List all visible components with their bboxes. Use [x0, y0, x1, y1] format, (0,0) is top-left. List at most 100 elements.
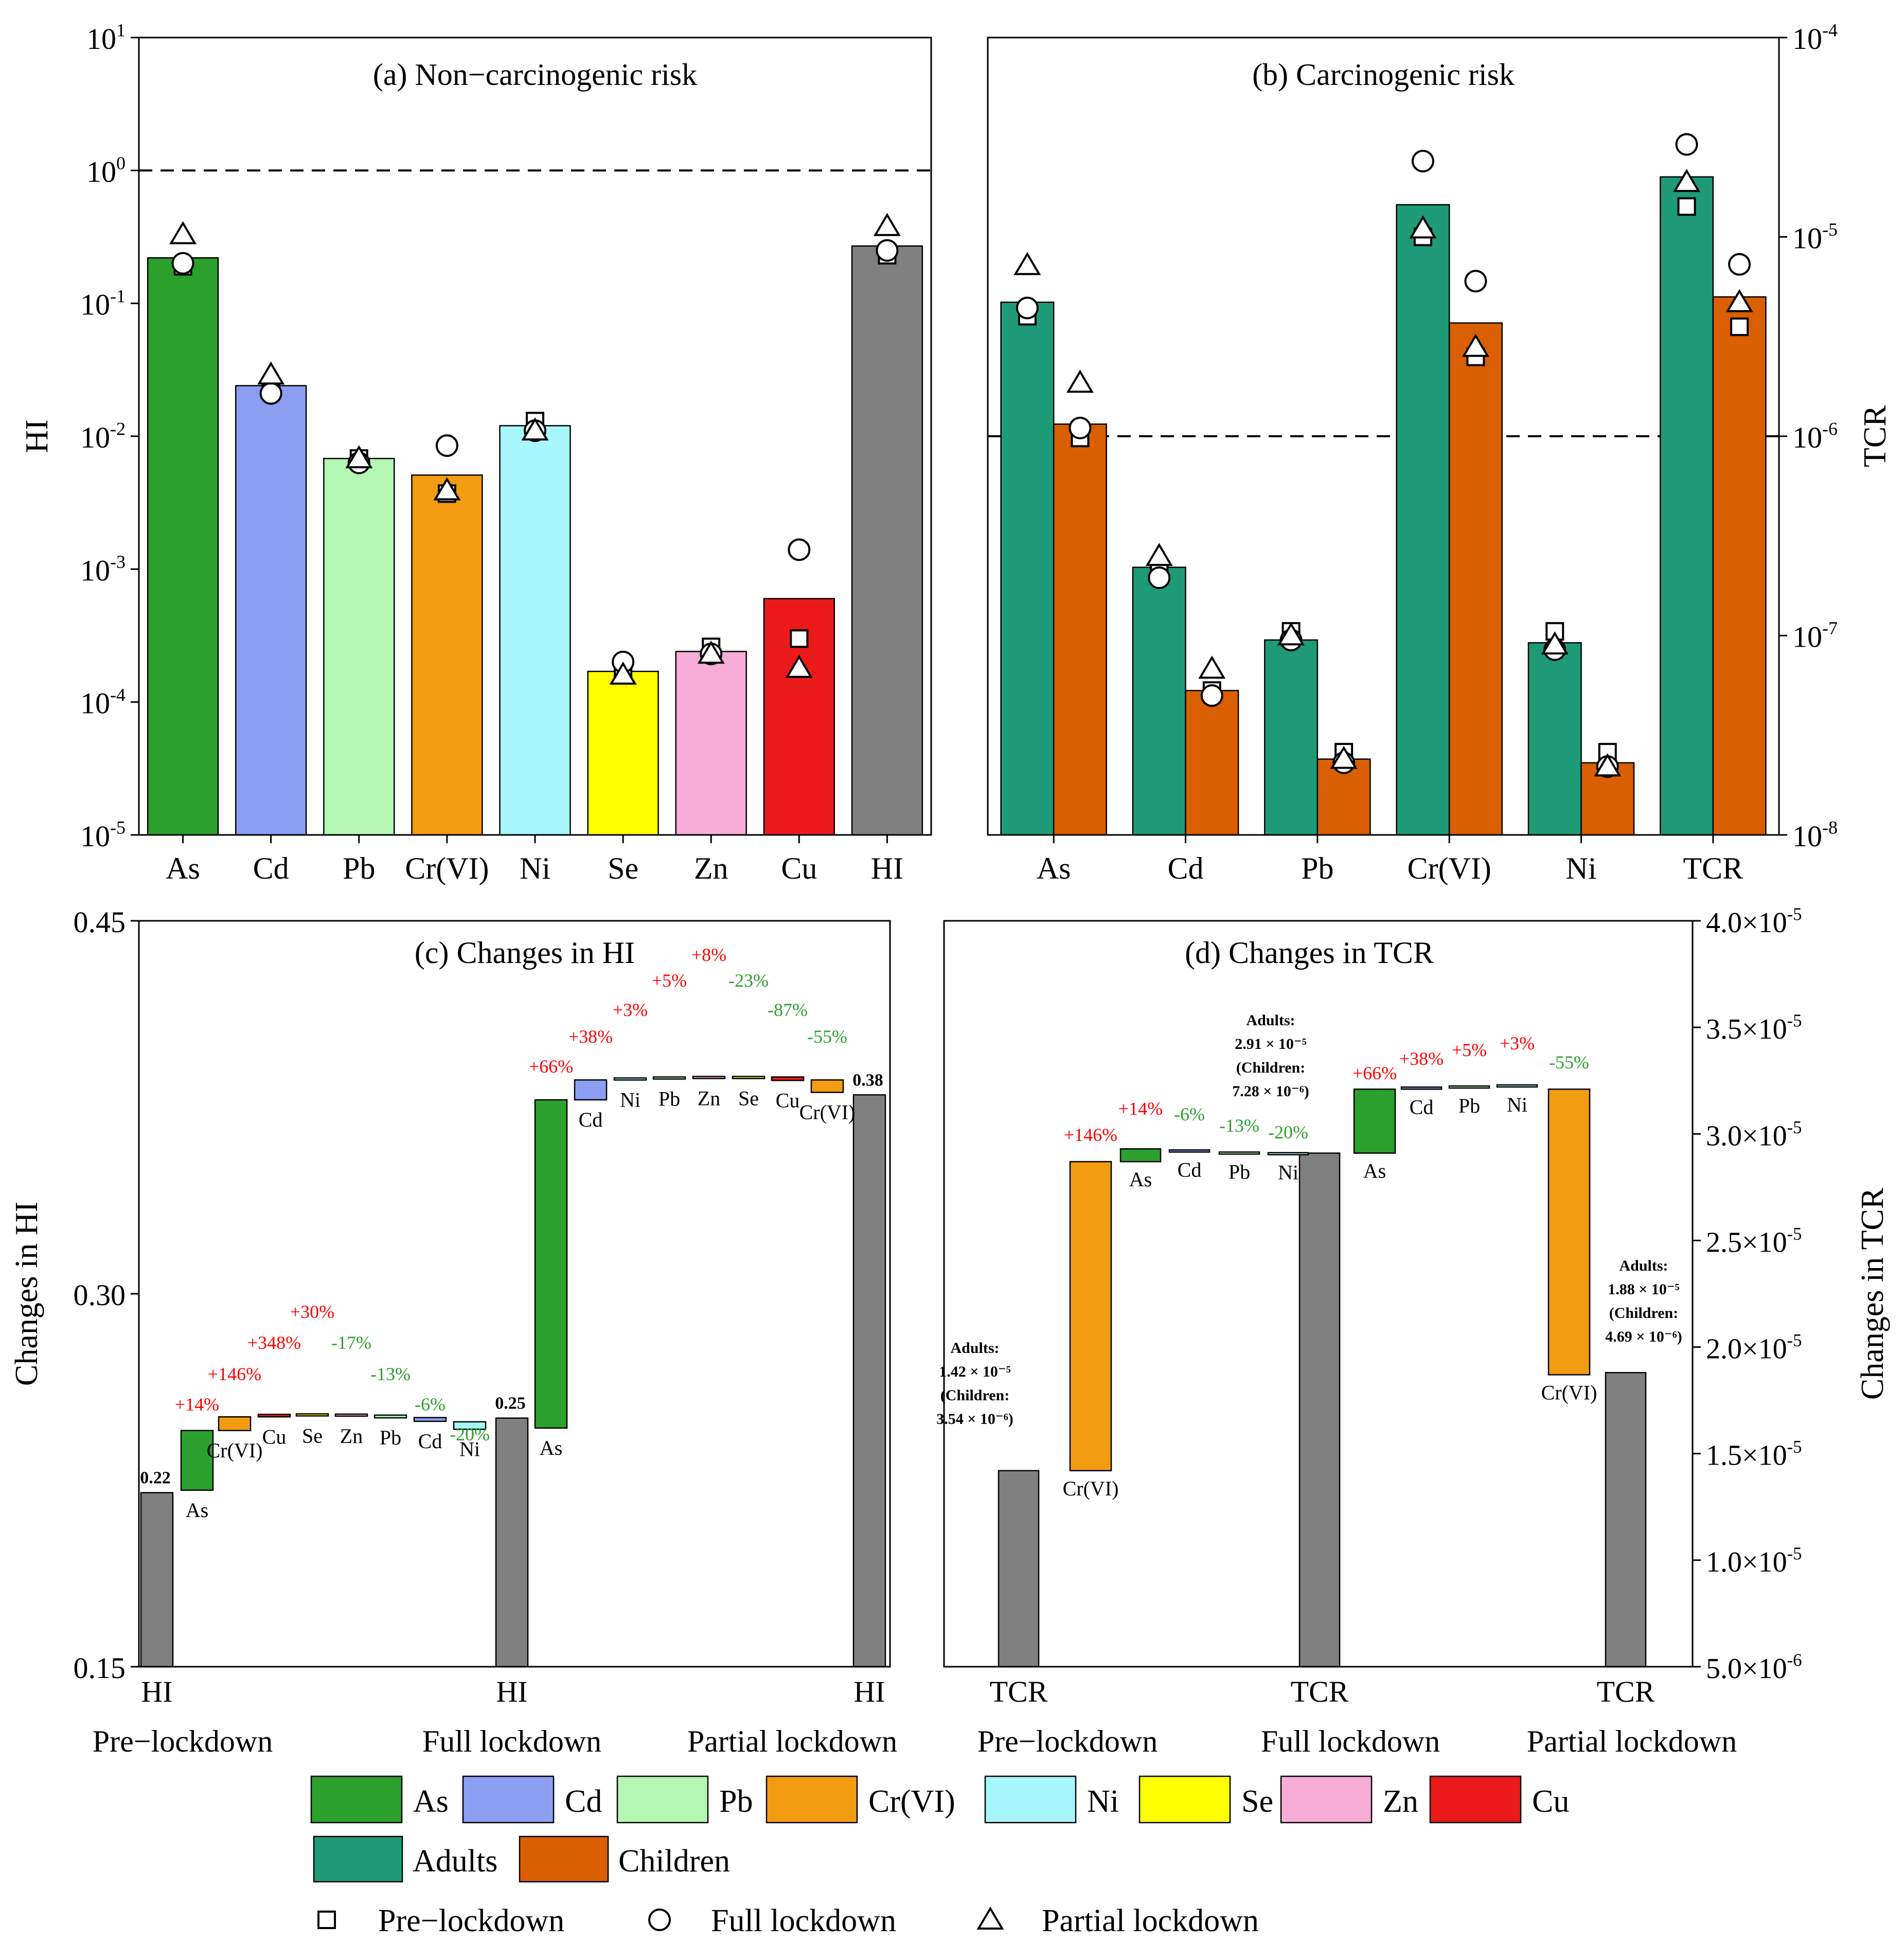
x-tick-label-Ni: Ni — [520, 851, 550, 885]
x-tick-label-hi: HI — [141, 1675, 172, 1708]
total-note-line: 3.54 × 10⁻⁶) — [936, 1411, 1013, 1428]
legend-label-period: Partial lockdown — [1042, 1903, 1259, 1938]
step-label-Zn: Zn — [340, 1424, 363, 1448]
step-Cd-2 — [574, 1079, 608, 1101]
y-tick-label-exponent: -5 — [1787, 1117, 1802, 1137]
legend-label-Adults: Adults — [413, 1844, 497, 1879]
y-tick-label-exponent: -8 — [1822, 817, 1838, 838]
marker-Children-partial-lockdown-As — [1066, 369, 1094, 393]
bar-total-tcr-1 — [998, 1470, 1040, 1668]
step-label-Cu: Cu — [262, 1425, 287, 1448]
total-note-line: (Children: — [940, 1387, 1009, 1404]
bar-Children-TCR — [1712, 296, 1767, 836]
step-Pb-2 — [652, 1076, 686, 1080]
step-percent-Pb: +5% — [1452, 1040, 1487, 1060]
step-As-1 — [1119, 1148, 1162, 1163]
marker-partial-lockdown-Pb — [345, 445, 373, 469]
step-label-Cu: Cu — [776, 1089, 800, 1112]
y-tick-label: 100 — [86, 153, 126, 188]
y-tick-label: 0.15 — [74, 1651, 126, 1685]
panel-c-title: (c) Changes in HI — [415, 936, 635, 970]
y-tick-label: 10-2 — [80, 419, 126, 454]
total-note-line: 2.91 × 10⁻⁵ — [1235, 1036, 1306, 1053]
y-tick-label-base: 1.0×10 — [1706, 1546, 1787, 1578]
marker-partial-lockdown-Ni — [521, 417, 549, 441]
marker-full-lockdown-HI — [876, 239, 899, 262]
marker-Children-full-lockdown-TCR — [1728, 253, 1751, 276]
bar-HI — [851, 245, 923, 836]
bar-total-hi-1 — [140, 1492, 174, 1668]
step-percent-Cr(VI): -55% — [1549, 1052, 1589, 1073]
step-percent-Zn: -17% — [331, 1332, 371, 1353]
legend-swatch-Se — [1138, 1775, 1231, 1824]
step-label-As: As — [540, 1436, 562, 1459]
y-tick-label-exponent: -5 — [1787, 1011, 1802, 1031]
step-Cd-1 — [1168, 1149, 1211, 1153]
step-percent-Pb: -13% — [370, 1364, 411, 1384]
marker-Adults-full-lockdown-TCR — [1675, 133, 1698, 156]
step-label-Cr(VI): Cr(VI) — [207, 1439, 263, 1462]
y-tick-label-base: 10 — [1792, 620, 1822, 654]
bar-Children-As — [1053, 423, 1107, 836]
y-tick-label: 10-6 — [1792, 419, 1838, 454]
y-axis-label: Changes in TCR — [1855, 1187, 1890, 1400]
step-percent-Cd: +38% — [1399, 1048, 1444, 1069]
y-tick-label: 10-7 — [1792, 618, 1838, 653]
y-tick-label: 4.0×10-5 — [1706, 904, 1802, 939]
y-tick-label-base: 10 — [86, 22, 116, 56]
total-note-line: 7.28 × 10⁻⁶) — [1232, 1083, 1309, 1100]
step-label-Ni: Ni — [1278, 1161, 1298, 1184]
step-percent-Cr(VI): -55% — [807, 1026, 847, 1047]
total-value-label: 0.38 — [852, 1071, 883, 1090]
bar-Adults-Pb — [1264, 639, 1319, 836]
step-Se-1 — [295, 1413, 329, 1417]
panel-d-title: (d) Changes in TCR — [1185, 936, 1434, 970]
step-percent-As: +66% — [529, 1056, 573, 1077]
step-percent-Ni: -20% — [450, 1424, 490, 1444]
y-tick-label-exponent: -4 — [1822, 20, 1838, 41]
period-label-2: Full lockdown — [422, 1724, 601, 1758]
y-tick-label-exponent: -6 — [1822, 419, 1838, 439]
x-tick-label-As: As — [1037, 851, 1071, 885]
total-note-line: Adults: — [950, 1340, 999, 1357]
marker-Children-partial-lockdown-Cr(VI) — [1462, 333, 1489, 357]
marker-full-lockdown-Cr(VI) — [435, 434, 458, 457]
step-label-Ni: Ni — [620, 1088, 640, 1111]
y-axis-label: TCR — [1858, 405, 1893, 467]
y-tick-label-exponent: -4 — [110, 684, 126, 705]
marker-Adults-partial-lockdown-TCR — [1673, 169, 1701, 192]
step-percent-Cd: -6% — [1174, 1104, 1205, 1125]
legend-label-Cu: Cu — [1532, 1784, 1569, 1819]
step-label-Ni: Ni — [1507, 1093, 1527, 1116]
marker-full-lockdown-Cd — [259, 382, 282, 405]
bar-total-tcr-3 — [1605, 1372, 1647, 1668]
bar-As — [147, 257, 219, 836]
step-Cr(VI)-2 — [810, 1079, 844, 1093]
marker-partial-lockdown-Cu — [785, 654, 813, 678]
x-tick-label-Cu: Cu — [781, 851, 817, 885]
y-tick-label: 10-5 — [80, 817, 126, 853]
step-label-Cr(VI): Cr(VI) — [1541, 1381, 1597, 1404]
marker-full-lockdown-As — [171, 252, 194, 275]
bar-Adults-Cd — [1132, 566, 1186, 836]
legend-swatch-Children — [519, 1835, 609, 1883]
y-tick-label-base: 10 — [1792, 222, 1822, 255]
step-Cu-2 — [771, 1076, 805, 1081]
y-tick-label-base: 10 — [1792, 421, 1822, 454]
y-tick-label-exponent: -3 — [110, 551, 126, 572]
y-tick-label: 0.30 — [74, 1278, 126, 1312]
step-percent-As: +66% — [1353, 1063, 1397, 1083]
plot-frame — [943, 920, 1694, 1668]
x-tick-label-hi: HI — [496, 1675, 527, 1708]
marker-full-lockdown-Cu — [788, 538, 811, 561]
step-Ni-2 — [613, 1077, 647, 1081]
y-tick-label: 10-1 — [80, 286, 126, 321]
step-label-Pb: Pb — [1458, 1094, 1480, 1117]
marker-Children-partial-lockdown-Ni — [1594, 753, 1622, 777]
period-label-2: Full lockdown — [1261, 1724, 1440, 1758]
x-tick-label-HI: HI — [871, 851, 903, 885]
legend-swatch-Cu — [1429, 1775, 1522, 1824]
marker-Adults-full-lockdown-Cr(VI) — [1411, 150, 1434, 173]
step-Cd-2 — [1400, 1086, 1443, 1090]
